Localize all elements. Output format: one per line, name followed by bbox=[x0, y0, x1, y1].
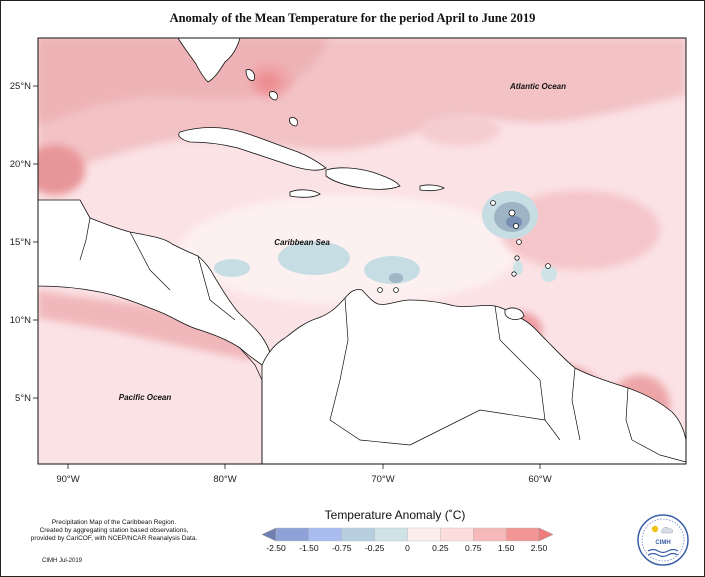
anomaly-atlantic-zone bbox=[420, 114, 500, 146]
logo-wave-icon-2 bbox=[647, 552, 679, 558]
anomaly-gulf-band bbox=[38, 38, 330, 125]
legend-swatch-low-extend bbox=[261, 527, 277, 542]
land-masses bbox=[38, 38, 686, 464]
lon-tick-label: 80°W bbox=[213, 474, 236, 485]
anomaly-neg-central bbox=[278, 241, 350, 275]
legend-tick-label: 1.50 bbox=[498, 543, 515, 553]
legend-tick-label: 0 bbox=[405, 543, 410, 553]
land-antigua bbox=[490, 200, 496, 206]
anomaly-neg-grenadines bbox=[513, 261, 523, 275]
anomaly-neg-east-core bbox=[389, 273, 403, 283]
lon-tick-label: 90°W bbox=[56, 474, 79, 485]
legend-swatch bbox=[341, 527, 375, 542]
land-puerto-rico bbox=[419, 184, 445, 191]
legend-swatch bbox=[407, 527, 441, 542]
land-grenada bbox=[511, 271, 517, 277]
label-pacific-ocean: Pacific Ocean bbox=[119, 393, 172, 402]
credit-line: provided by CariCOF, with NCEP/NCAR Rean… bbox=[30, 535, 198, 542]
land-barbados bbox=[545, 263, 551, 269]
land-martinique bbox=[513, 222, 520, 229]
credit-line: Created by aggregating station based obs… bbox=[39, 527, 189, 534]
anomaly-yucatan bbox=[38, 145, 85, 195]
plot-border bbox=[37, 37, 687, 465]
lon-tick-label: 70°W bbox=[371, 474, 394, 485]
land-central-america bbox=[38, 199, 271, 366]
anomaly-neg-west bbox=[214, 259, 250, 277]
credit-date: CIMH Jul-2019 bbox=[42, 558, 83, 564]
land-bahamas-1 bbox=[245, 69, 255, 81]
land-trinidad bbox=[504, 307, 525, 320]
anomaly-bahamas-core bbox=[256, 72, 280, 92]
lat-tick-label: 5°N bbox=[15, 393, 31, 404]
lat-tick-label: 15°N bbox=[10, 237, 31, 248]
map-title: Anomaly of the Mean Temperature for the … bbox=[169, 11, 536, 25]
land-aruba bbox=[377, 287, 383, 293]
land-jamaica bbox=[289, 189, 321, 198]
legend-tick-labels: -2.50 -1.50 -0.75 -0.25 0 0.25 0.75 1.50 2.50 bbox=[266, 543, 547, 553]
legend-title: Temperature Anomaly (˚C) bbox=[324, 508, 466, 522]
border-panama-colombia bbox=[239, 347, 263, 464]
lat-tick-label: 20°N bbox=[10, 159, 31, 170]
legend-swatch bbox=[308, 527, 342, 542]
lon-tick-label: 60°W bbox=[528, 474, 551, 485]
legend-tick-label: 0.25 bbox=[432, 543, 449, 553]
longitude-axis: 90°W 80°W 70°W 60°W bbox=[56, 464, 552, 485]
anomaly-pacific-coast bbox=[38, 290, 260, 360]
anomaly-neg-barbados bbox=[541, 266, 557, 282]
logo-wave-icon bbox=[647, 548, 679, 554]
legend-swatch bbox=[473, 527, 507, 542]
land-cuba bbox=[178, 127, 327, 171]
anomaly-caribbean-light bbox=[180, 195, 520, 305]
border-suriname-guiana bbox=[625, 387, 633, 441]
anomaly-neg-east bbox=[364, 256, 420, 284]
logo-cloud-icon bbox=[661, 527, 673, 534]
anomaly-east-zone bbox=[500, 190, 660, 270]
legend-swatch bbox=[440, 527, 474, 542]
land-st-vincent bbox=[514, 255, 520, 261]
legend-swatch bbox=[275, 527, 310, 542]
border-guiana-brazil bbox=[631, 439, 686, 463]
latitude-axis: 25°N 20°N 15°N 10°N 5°N bbox=[10, 81, 38, 404]
legend-tick-label: -0.25 bbox=[365, 543, 385, 553]
lat-tick-label: 10°N bbox=[10, 315, 31, 326]
credit-line: Precipitation Map of the Caribbean Regio… bbox=[51, 519, 177, 526]
legend-tick-label: 0.75 bbox=[465, 543, 482, 553]
logo-sun-icon bbox=[651, 525, 659, 533]
legend-tick-label: -2.50 bbox=[266, 543, 286, 553]
land-hispaniola bbox=[325, 167, 401, 190]
land-bahamas-3 bbox=[289, 117, 298, 127]
land-guadeloupe bbox=[508, 209, 516, 217]
credit-note: Precipitation Map of the Caribbean Regio… bbox=[14, 519, 214, 543]
legend-swatches bbox=[261, 527, 554, 542]
border-guyana-suriname bbox=[571, 367, 581, 441]
legend-swatch bbox=[505, 527, 540, 542]
cimh-logo: CIMH bbox=[637, 514, 689, 566]
legend-tick-label: -1.50 bbox=[299, 543, 319, 553]
land-bahamas-2 bbox=[269, 91, 278, 101]
country-borders bbox=[79, 217, 686, 464]
land-curacao bbox=[393, 287, 399, 293]
logo-inner-ring bbox=[641, 518, 685, 562]
border-guatemala-honduras bbox=[129, 231, 171, 291]
label-caribbean-sea: Caribbean Sea bbox=[274, 238, 330, 247]
legend-swatch bbox=[374, 527, 408, 542]
land-st-lucia bbox=[516, 239, 522, 245]
land-south-america bbox=[261, 289, 686, 464]
logo-text: CIMH bbox=[655, 540, 670, 546]
legend-tick-label: -0.75 bbox=[332, 543, 352, 553]
border-colombia-venezuela bbox=[329, 297, 411, 446]
lat-tick-label: 25°N bbox=[10, 81, 31, 92]
border-venezuela-brazil bbox=[409, 409, 546, 446]
border-venezuela-guyana bbox=[494, 305, 561, 441]
anomaly-field bbox=[38, 38, 686, 464]
border-nicaragua bbox=[197, 255, 236, 321]
logo-ring bbox=[637, 514, 689, 566]
border-belize bbox=[79, 217, 91, 261]
legend-swatch-high-extend bbox=[538, 527, 554, 542]
legend-tick-label: 2.50 bbox=[531, 543, 548, 553]
label-atlantic-ocean: Atlantic Ocean bbox=[509, 82, 566, 91]
land-florida bbox=[177, 38, 241, 83]
